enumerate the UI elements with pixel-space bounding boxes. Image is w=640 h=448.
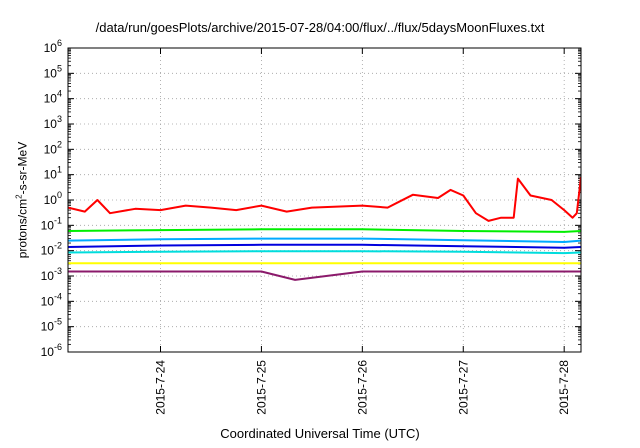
series-line [68,228,581,233]
y-tick-label: 10-5 [41,317,62,334]
y-tick-label: 10-6 [41,342,62,359]
x-tick-label: 2015-7-24 [154,360,168,415]
y-tick-label: 102 [44,139,62,156]
y-tick-label: 100 [44,190,62,207]
x-tick-label: 2015-7-28 [557,360,571,415]
chart-title: /data/run/goesPlots/archive/2015-07-28/0… [95,20,545,35]
series-line [68,237,581,243]
y-tick-label: 104 [44,89,62,106]
series-line [68,176,581,222]
y-tick-label: 10-2 [41,241,62,258]
y-tick-label: 103 [44,114,62,131]
x-tick-label: 2015-7-25 [254,360,268,415]
plot-frame [67,47,582,353]
y-tick-label: 10-1 [41,215,62,232]
y-tick-label: 10-4 [41,291,62,308]
y-tick-label: 106 [44,38,62,55]
y-tick-label: 101 [44,165,62,182]
series-line [68,270,581,281]
y-tick-label: 105 [44,63,62,80]
series-line [68,243,581,249]
x-axis-label: Coordinated Universal Time (UTC) [220,426,420,441]
y-tick-label: 10-3 [41,266,62,283]
series-line [68,250,581,255]
x-tick-label: 2015-7-26 [355,360,369,415]
x-tick-label: 2015-7-27 [456,360,470,415]
